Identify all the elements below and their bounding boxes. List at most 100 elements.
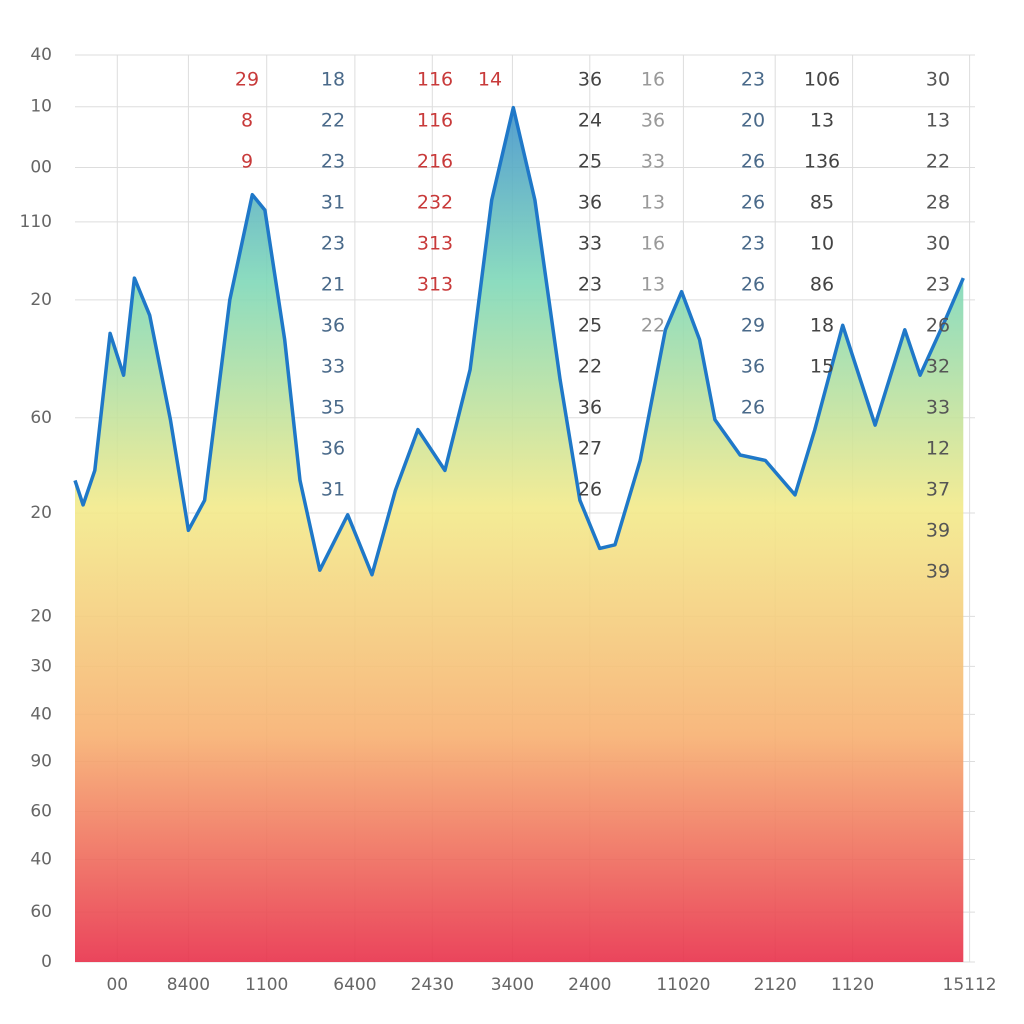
annotation: 26 — [741, 397, 765, 419]
annotation: 36 — [578, 192, 602, 214]
annotation: 30 — [926, 69, 950, 91]
annotation: 12 — [926, 438, 950, 460]
x-tick-label: 3400 — [491, 975, 534, 995]
annotation: 25 — [578, 151, 602, 173]
annotation: 26 — [741, 192, 765, 214]
annotation: 106 — [804, 69, 840, 91]
annotation: 23 — [578, 274, 602, 296]
y-tick-label: 40 — [30, 704, 52, 724]
annotation: 32 — [926, 356, 950, 378]
annotation: 27 — [578, 438, 602, 460]
y-tick-label: 90 — [30, 752, 52, 772]
area-fill — [75, 107, 964, 963]
annotation: 13 — [641, 192, 665, 214]
annotation: 15 — [810, 356, 834, 378]
annotation: 10 — [810, 233, 834, 255]
y-tick-label: 30 — [30, 656, 52, 676]
annotation: 29 — [741, 315, 765, 337]
x-tick-label: 2120 — [754, 975, 797, 995]
annotation: 313 — [417, 233, 453, 255]
annotation: 8 — [241, 110, 253, 132]
annotation: 232 — [417, 192, 453, 214]
annotation: 31 — [321, 479, 345, 501]
annotation: 39 — [926, 520, 950, 542]
annotation: 26 — [741, 151, 765, 173]
annotation: 24 — [578, 110, 602, 132]
annotation: 23 — [741, 233, 765, 255]
annotation: 22 — [641, 315, 665, 337]
y-tick-label: 20 — [30, 290, 52, 310]
y-tick-label: 60 — [30, 902, 52, 922]
annotation: 13 — [810, 110, 834, 132]
y-tick-label: 20 — [30, 606, 52, 626]
x-tick-label: 8400 — [167, 975, 210, 995]
y-tick-label: 60 — [30, 408, 52, 428]
annotation: 313 — [417, 274, 453, 296]
annotation: 36 — [578, 69, 602, 91]
annotation: 14 — [478, 69, 502, 91]
annotation: 136 — [804, 151, 840, 173]
y-tick-label: 0 — [41, 952, 52, 972]
annotation: 36 — [321, 315, 345, 337]
x-tick-label: 2430 — [411, 975, 454, 995]
annotation: 216 — [417, 151, 453, 173]
y-tick-label: 40 — [30, 850, 52, 870]
annotation: 116 — [417, 69, 453, 91]
annotation: 39 — [926, 561, 950, 583]
x-tick-label: 11020 — [656, 975, 710, 995]
annotation: 13 — [641, 274, 665, 296]
annotation: 33 — [926, 397, 950, 419]
annotation: 33 — [321, 356, 345, 378]
annotation: 25 — [578, 315, 602, 337]
x-tick-label: 1100 — [245, 975, 288, 995]
annotation: 21 — [321, 274, 345, 296]
annotation: 26 — [578, 479, 602, 501]
annotation: 37 — [926, 479, 950, 501]
annotation: 36 — [321, 438, 345, 460]
annotation: 36 — [641, 110, 665, 132]
annotation: 18 — [321, 69, 345, 91]
annotation: 23 — [741, 69, 765, 91]
annotation: 23 — [321, 233, 345, 255]
x-tick-label: 1120 — [831, 975, 874, 995]
y-tick-label: 40 — [30, 45, 52, 65]
annotation: 22 — [578, 356, 602, 378]
annotation: 18 — [810, 315, 834, 337]
x-tick-label: 15112 — [943, 975, 997, 995]
annotation: 20 — [741, 110, 765, 132]
area-line — [73, 105, 965, 577]
annotation: 35 — [321, 397, 345, 419]
annotation: 86 — [810, 274, 834, 296]
y-tick-label: 60 — [30, 801, 52, 821]
y-tick-label: 00 — [30, 157, 52, 177]
annotation: 13 — [926, 110, 950, 132]
annotation: 26 — [926, 315, 950, 337]
x-tick-label: 6400 — [333, 975, 376, 995]
annotation: 30 — [926, 233, 950, 255]
annotation: 16 — [641, 233, 665, 255]
annotation: 116 — [417, 110, 453, 132]
y-tick-label: 110 — [20, 212, 52, 232]
annotation: 16 — [641, 69, 665, 91]
annotation: 22 — [926, 151, 950, 173]
annotation: 26 — [741, 274, 765, 296]
annotation: 33 — [641, 151, 665, 173]
annotation: 29 — [235, 69, 259, 91]
annotation: 23 — [926, 274, 950, 296]
annotation: 23 — [321, 151, 345, 173]
annotation: 36 — [578, 397, 602, 419]
annotation: 31 — [321, 192, 345, 214]
annotation: 9 — [241, 151, 253, 173]
annotation: 22 — [321, 110, 345, 132]
x-tick-label: 00 — [106, 975, 128, 995]
annotation: 28 — [926, 192, 950, 214]
y-tick-label: 10 — [30, 97, 52, 117]
plot — [73, 105, 965, 963]
annotation: 33 — [578, 233, 602, 255]
y-tick-label: 20 — [30, 503, 52, 523]
annotation: 85 — [810, 192, 834, 214]
annotation: 36 — [741, 356, 765, 378]
x-tick-label: 2400 — [568, 975, 611, 995]
